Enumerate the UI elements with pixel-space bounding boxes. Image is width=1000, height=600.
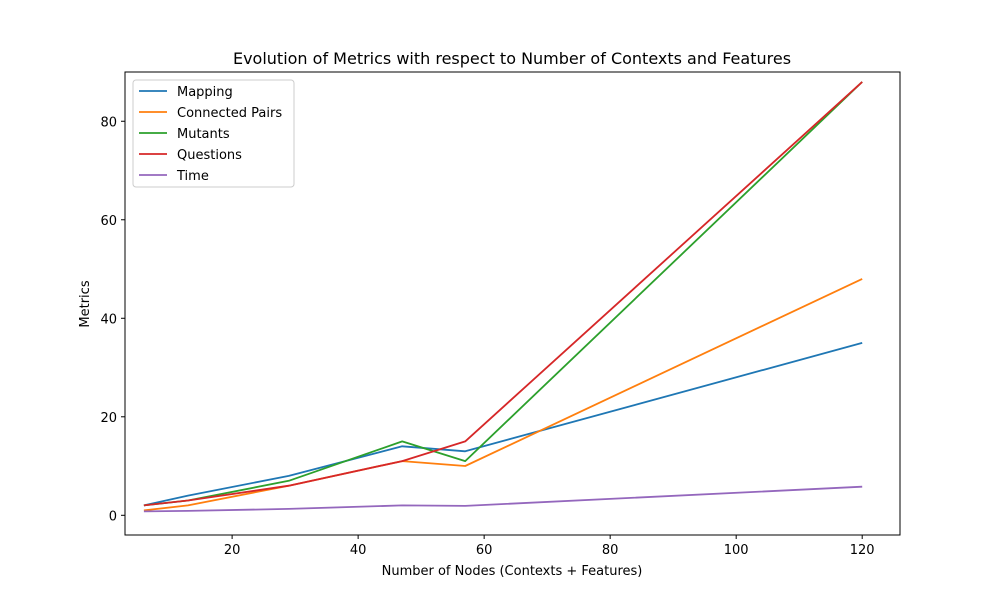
series-line-time [143,485,863,513]
x-tick-label: 60 [476,543,493,558]
legend-label: Mutants [177,127,230,142]
x-tick-label: 80 [602,543,619,558]
series-line-questions [143,81,863,507]
legend-label: Time [176,169,209,184]
plot-area [143,81,863,513]
chart-title: Evolution of Metrics with respect to Num… [233,49,791,68]
y-axis: 0 20 40 60 80 [100,115,125,524]
x-axis-label: Number of Nodes (Contexts + Features) [382,564,643,579]
x-tick-label: 20 [224,543,241,558]
plot-frame [124,71,901,536]
y-tick-label: 40 [100,312,117,327]
y-tick-label: 20 [100,411,117,426]
x-axis: 20 40 60 80 100 120 [224,535,875,558]
y-tick-label: 0 [109,509,117,524]
legend-label: Questions [177,148,242,163]
x-tick-label: 40 [350,543,367,558]
legend: Mapping Connected Pairs Mutants Questions Ti… [132,79,295,188]
y-tick-label: 80 [100,115,117,130]
y-axis-label: Metrics [78,280,93,327]
x-tick-label: 100 [724,543,749,558]
x-tick-label: 120 [850,543,875,558]
legend-label: Connected Pairs [177,106,282,121]
legend-label: Mapping [177,85,233,100]
y-tick-label: 60 [100,214,117,229]
legend-box [132,79,295,188]
